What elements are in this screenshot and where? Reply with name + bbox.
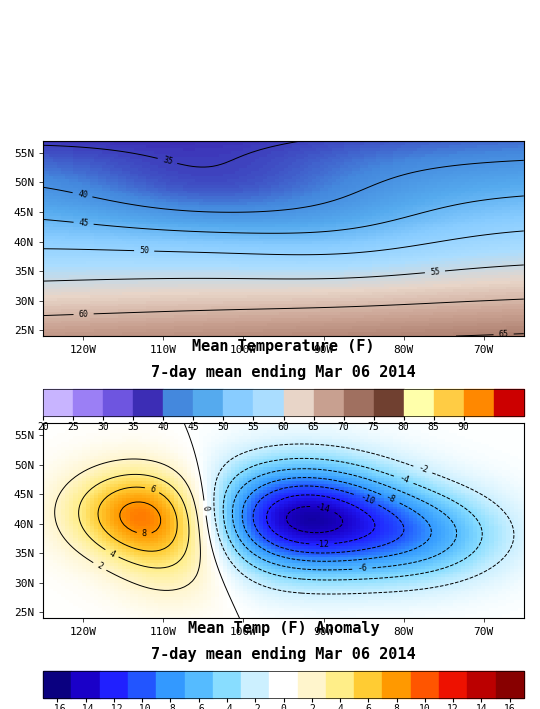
Text: 60: 60 xyxy=(78,310,89,319)
Text: 6: 6 xyxy=(148,484,156,495)
Text: -4: -4 xyxy=(398,474,410,486)
Text: 7-day mean ending Mar 06 2014: 7-day mean ending Mar 06 2014 xyxy=(151,646,416,662)
Bar xyxy=(156,671,185,698)
Bar xyxy=(411,671,439,698)
Bar xyxy=(382,671,411,698)
Bar xyxy=(326,671,354,698)
Bar xyxy=(403,389,434,416)
Bar xyxy=(224,389,253,416)
Text: 55: 55 xyxy=(429,267,440,277)
Bar xyxy=(467,671,496,698)
Text: -14: -14 xyxy=(314,502,331,514)
Text: -2: -2 xyxy=(416,464,429,476)
Bar xyxy=(439,671,467,698)
Text: 0: 0 xyxy=(200,505,210,511)
Bar xyxy=(464,389,494,416)
Bar xyxy=(193,389,224,416)
Text: Mean Temperature (F): Mean Temperature (F) xyxy=(192,339,375,354)
Text: -12: -12 xyxy=(314,540,329,549)
Bar xyxy=(298,671,326,698)
Text: 65: 65 xyxy=(498,330,509,339)
Bar xyxy=(213,671,241,698)
Bar xyxy=(128,671,156,698)
Bar xyxy=(133,389,163,416)
Bar xyxy=(494,389,524,416)
Text: 40: 40 xyxy=(77,189,89,200)
Bar xyxy=(354,671,382,698)
Text: 45: 45 xyxy=(78,218,89,228)
Text: -6: -6 xyxy=(357,564,368,574)
Text: Mean Temp (F) Anomaly: Mean Temp (F) Anomaly xyxy=(188,621,379,636)
Text: -10: -10 xyxy=(359,493,376,507)
Bar xyxy=(284,389,314,416)
Bar xyxy=(241,671,269,698)
Bar xyxy=(343,389,374,416)
Text: -8: -8 xyxy=(384,493,397,505)
Bar xyxy=(269,671,298,698)
Text: 8: 8 xyxy=(141,529,147,538)
Bar xyxy=(434,389,464,416)
Bar xyxy=(314,389,343,416)
Bar xyxy=(496,671,524,698)
Text: 7-day mean ending Mar 06 2014: 7-day mean ending Mar 06 2014 xyxy=(151,364,416,380)
Text: 35: 35 xyxy=(161,155,173,167)
Bar xyxy=(100,671,128,698)
Bar xyxy=(73,389,103,416)
Bar xyxy=(103,389,133,416)
Text: 4: 4 xyxy=(107,548,116,559)
Bar xyxy=(253,389,284,416)
Bar xyxy=(71,671,100,698)
Text: 2: 2 xyxy=(96,562,104,571)
Text: 50: 50 xyxy=(139,246,149,255)
Bar xyxy=(43,389,73,416)
Bar xyxy=(43,671,71,698)
Bar xyxy=(163,389,193,416)
Bar xyxy=(374,389,403,416)
Bar xyxy=(185,671,213,698)
